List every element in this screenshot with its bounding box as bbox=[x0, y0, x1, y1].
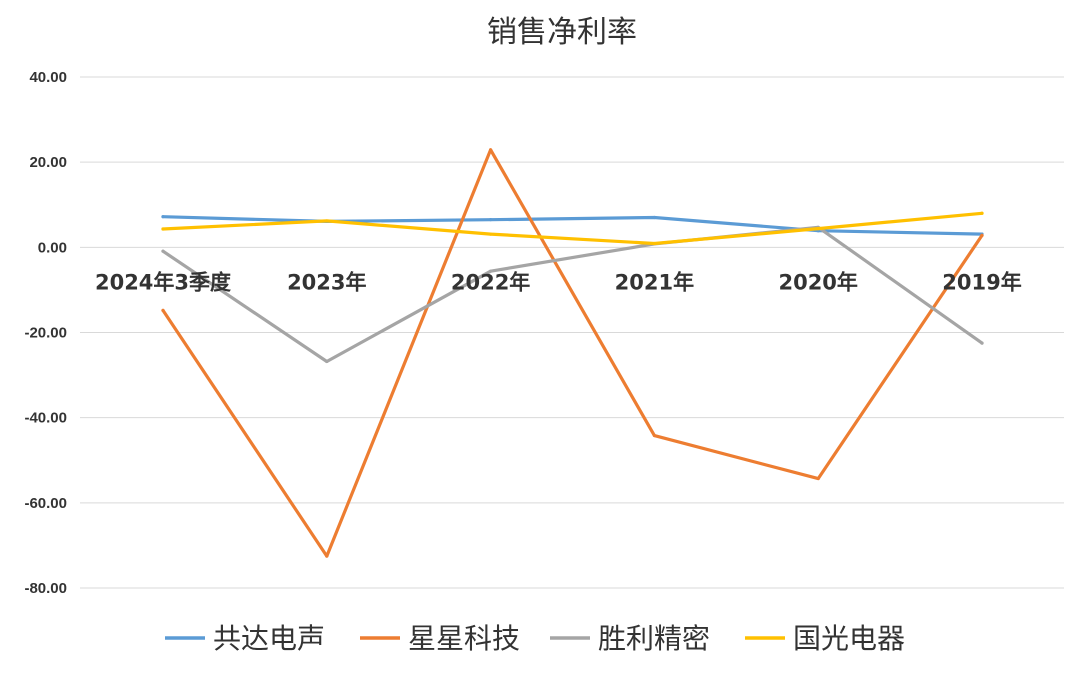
series-line-4 bbox=[161, 211, 984, 246]
legend-label: 星星科技 bbox=[408, 622, 520, 655]
series-line-1 bbox=[161, 215, 984, 236]
data-point bbox=[489, 148, 493, 152]
data-point bbox=[489, 269, 493, 273]
legend-item: 共达电声 bbox=[165, 622, 325, 655]
data-point bbox=[980, 211, 984, 215]
legend-item: 国光电器 bbox=[745, 622, 905, 655]
y-axis-ticks: 40.00 20.00 0.00 -20.00 -40.00 -60.00 -80.00 bbox=[24, 69, 67, 597]
chart-title: 销售净利率 bbox=[487, 15, 637, 50]
legend-item: 星星科技 bbox=[360, 622, 520, 655]
data-point bbox=[816, 476, 820, 481]
legend-item: 胜利精密 bbox=[550, 622, 710, 655]
data-point bbox=[161, 215, 165, 219]
data-point bbox=[325, 359, 329, 364]
data-point bbox=[652, 215, 657, 220]
y-tick-label: 40.00 bbox=[29, 69, 67, 86]
legend-label: 国光电器 bbox=[793, 622, 905, 655]
legend-label: 胜利精密 bbox=[598, 622, 710, 655]
y-tick-label: -80.00 bbox=[24, 580, 67, 597]
legend: 共达电声 星星科技 胜利精密 国光电器 bbox=[165, 622, 905, 655]
x-tick-label: 2021年 bbox=[615, 270, 694, 294]
data-point bbox=[816, 226, 820, 231]
data-point bbox=[161, 249, 165, 253]
data-point bbox=[325, 554, 329, 558]
x-tick-label: 2019年 bbox=[942, 270, 1021, 294]
y-tick-label: -20.00 bbox=[24, 325, 67, 342]
x-tick-label: 2020年 bbox=[778, 270, 857, 294]
x-axis-ticks: 2024年3季度 2023年 2022年 2021年 2020年 2019年 bbox=[95, 270, 1022, 294]
x-tick-label: 2024年3季度 bbox=[95, 270, 231, 294]
data-point bbox=[161, 227, 165, 231]
x-tick-label: 2022年 bbox=[451, 270, 530, 294]
y-tick-label: 20.00 bbox=[29, 154, 67, 171]
data-point bbox=[652, 433, 657, 438]
data-point bbox=[980, 341, 984, 345]
y-tick-label: 0.00 bbox=[38, 239, 67, 256]
data-point bbox=[652, 241, 657, 246]
series-lines bbox=[161, 148, 984, 558]
data-point bbox=[980, 233, 984, 238]
data-point bbox=[489, 218, 493, 222]
y-tick-label: -60.00 bbox=[24, 495, 67, 512]
gridlines bbox=[80, 76, 1064, 589]
series-line-3 bbox=[161, 225, 984, 364]
series-line-2 bbox=[161, 148, 984, 558]
data-point bbox=[325, 219, 329, 223]
data-point bbox=[489, 232, 493, 236]
x-tick-label: 2023年 bbox=[287, 270, 366, 294]
legend-label: 共达电声 bbox=[213, 622, 325, 655]
y-tick-label: -40.00 bbox=[24, 410, 67, 427]
data-point bbox=[161, 308, 165, 312]
